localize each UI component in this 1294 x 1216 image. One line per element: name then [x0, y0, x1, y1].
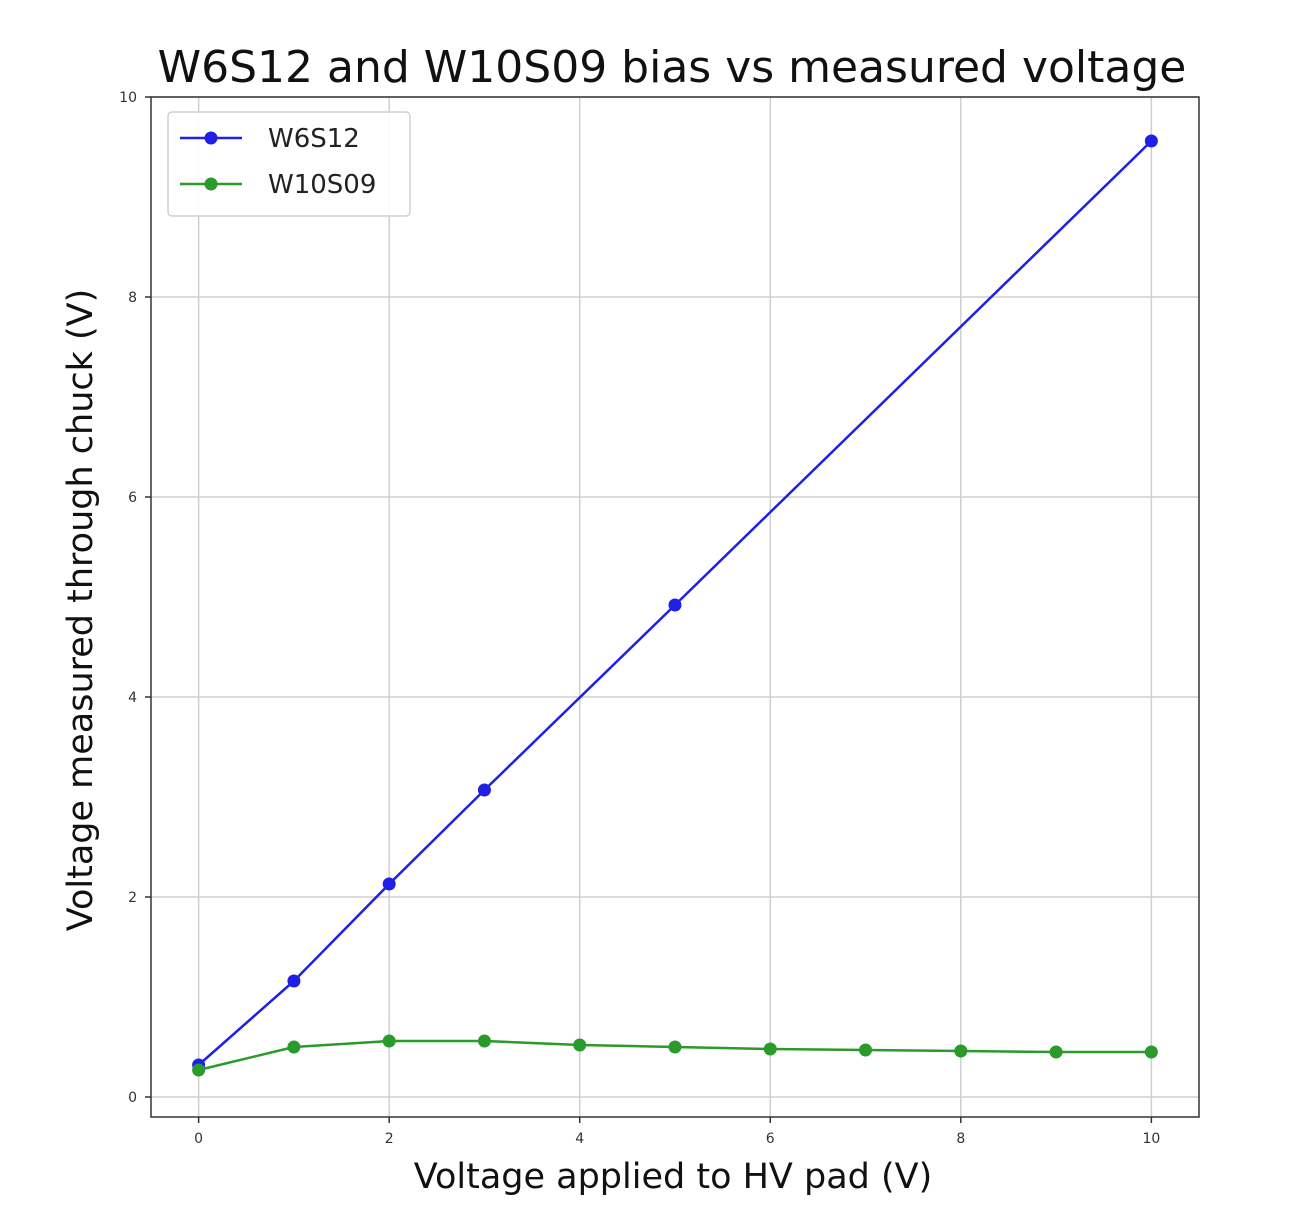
data-point-w10s09 — [668, 1040, 682, 1054]
plot-frame — [150, 96, 1200, 1118]
data-point-w10s09 — [859, 1043, 873, 1057]
y-tick-label: 0 — [128, 1090, 137, 1106]
y-tick-label: 10 — [119, 90, 137, 106]
legend-marker-w6s12 — [204, 131, 218, 145]
x-tick-label: 8 — [956, 1131, 965, 1147]
x-tick-label: 0 — [194, 1131, 203, 1147]
data-point-w10s09 — [1049, 1045, 1063, 1059]
y-tick-label: 6 — [128, 490, 137, 506]
y-axis-label: Voltage measured through chuck (V) — [61, 289, 101, 932]
data-point-w10s09 — [477, 1034, 491, 1048]
data-point-w10s09 — [192, 1063, 206, 1077]
data-point-w6s12 — [1144, 134, 1158, 148]
data-point-w10s09 — [1144, 1045, 1158, 1059]
data-point-w10s09 — [763, 1042, 777, 1056]
series-layer — [192, 134, 1158, 1077]
data-point-w6s12 — [668, 598, 682, 612]
series-line-w6s12 — [197, 140, 1153, 1066]
x-tick-label: 6 — [766, 1131, 775, 1147]
data-point-w10s09 — [382, 1034, 396, 1048]
x-tick-label: 4 — [575, 1131, 584, 1147]
x-axis-label: Voltage applied to HV pad (V) — [414, 1157, 933, 1197]
chart-title: W6S12 and W10S09 bias vs measured voltag… — [158, 42, 1187, 93]
y-tick-label: 2 — [128, 890, 137, 906]
data-point-w6s12 — [287, 974, 301, 988]
y-tick-label: 4 — [128, 690, 137, 706]
legend-label-w6s12: W6S12 — [268, 124, 360, 154]
data-point-w10s09 — [573, 1038, 587, 1052]
x-tick-label: 10 — [1142, 1131, 1160, 1147]
legend-label-w10s09: W10S09 — [268, 170, 376, 200]
y-tick-label: 8 — [128, 290, 137, 306]
legend-marker-w10s09 — [204, 177, 218, 191]
x-tick-label: 2 — [385, 1131, 394, 1147]
data-point-w6s12 — [382, 877, 396, 891]
y-axis-ticks: 0 2 4 6 8 10 — [119, 90, 151, 1106]
legend: W6S12 W10S09 — [167, 111, 411, 217]
data-point-w6s12 — [477, 783, 491, 797]
data-point-w10s09 — [954, 1044, 968, 1058]
data-point-w10s09 — [287, 1040, 301, 1054]
x-axis-ticks: 0 2 4 6 8 10 — [194, 1117, 1160, 1147]
